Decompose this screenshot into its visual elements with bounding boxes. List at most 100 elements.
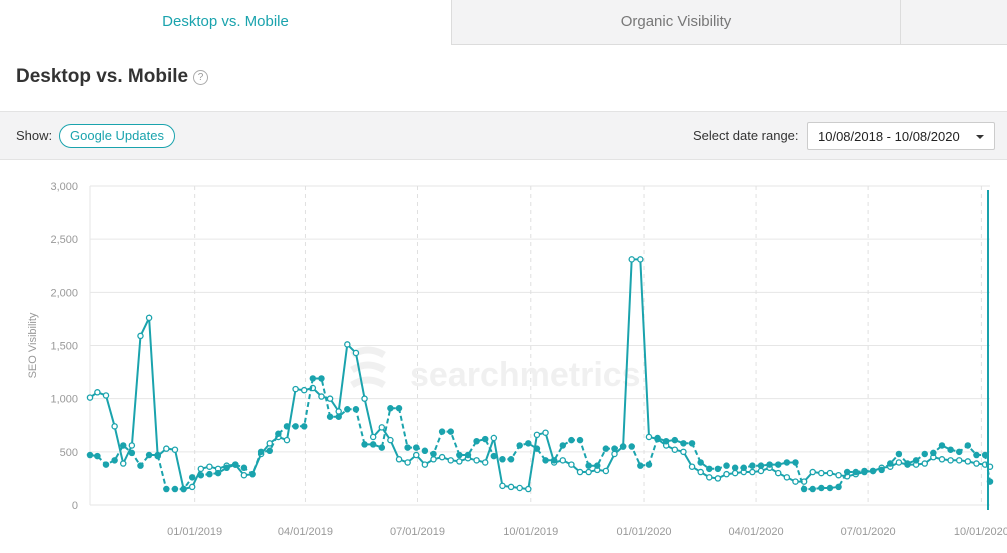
data-point-open	[473, 457, 480, 464]
data-point-filled	[180, 485, 187, 493]
data-point-open	[335, 408, 342, 415]
data-point-filled	[456, 451, 463, 459]
data-point-filled	[197, 471, 205, 479]
data-point-filled	[188, 474, 196, 481]
data-point-filled	[102, 461, 110, 468]
data-point-open	[361, 395, 368, 402]
data-point-filled	[749, 462, 756, 469]
data-point-filled	[413, 444, 420, 451]
data-point-filled	[206, 470, 213, 478]
data-point-open	[163, 445, 170, 452]
data-point-filled	[680, 440, 687, 447]
series-line-dashed	[89, 377, 991, 491]
data-point-filled	[826, 484, 834, 492]
tab-more[interactable]	[900, 0, 1007, 45]
date-range-select[interactable]: 10/08/2018 - 10/08/2020	[807, 122, 995, 150]
data-point-filled	[257, 448, 265, 456]
seo-visibility-chart: 0 500 1,000 1,500 2,000 2,500 3,000 01/01/2019 0…	[27, 181, 1007, 538]
data-point-open	[456, 458, 463, 465]
data-point-filled	[731, 464, 739, 472]
data-point-open	[714, 475, 722, 482]
data-point-open	[792, 478, 799, 485]
data-point-open	[809, 468, 816, 476]
x-tick-label: 04/01/2020	[729, 526, 784, 538]
data-point-open	[499, 482, 506, 490]
data-point-filled	[576, 436, 584, 444]
data-point-filled	[559, 442, 567, 449]
data-point-filled	[232, 461, 239, 468]
data-point-filled	[809, 485, 816, 493]
data-point-open	[86, 394, 94, 401]
data-point-filled	[481, 435, 489, 443]
data-point-filled	[800, 485, 808, 493]
google-updates-toggle[interactable]: Google Updates	[59, 124, 175, 148]
data-point-filled	[835, 483, 842, 491]
data-point-filled	[249, 470, 256, 478]
data-point-filled	[869, 467, 877, 475]
data-point-filled	[594, 462, 601, 469]
data-point-filled	[378, 444, 386, 451]
data-point-open	[387, 436, 394, 444]
data-point-filled	[266, 447, 274, 455]
tab-desktop-vs-mobile[interactable]: Desktop vs. Mobile	[0, 0, 451, 45]
data-point-filled	[438, 428, 446, 435]
y-tick-label: 2,500	[50, 234, 78, 246]
data-point-filled	[818, 484, 825, 492]
data-point-open	[680, 448, 687, 456]
data-point-filled	[344, 406, 351, 413]
data-point-open	[283, 436, 291, 444]
data-point-open	[921, 460, 928, 467]
data-point-filled	[964, 442, 972, 449]
data-point-filled	[171, 485, 179, 493]
data-point-open	[395, 456, 403, 463]
data-point-open	[128, 442, 136, 449]
data-point-open	[145, 314, 153, 322]
page-title: Desktop vs. Mobile	[16, 66, 189, 87]
data-point-open	[119, 460, 127, 467]
data-point-filled	[119, 442, 127, 449]
data-point-filled	[283, 423, 291, 430]
data-point-open	[171, 446, 179, 453]
data-point-open	[706, 474, 713, 481]
data-point-open	[318, 393, 325, 400]
data-point-filled	[275, 430, 282, 438]
data-point-filled	[335, 413, 342, 420]
data-point-filled	[654, 434, 661, 442]
x-tick-label: 07/01/2020	[841, 526, 896, 538]
data-point-filled	[318, 375, 325, 382]
data-point-open	[585, 468, 592, 476]
data-point-filled	[86, 451, 94, 459]
data-point-open	[369, 433, 377, 441]
data-point-filled	[628, 443, 635, 450]
data-point-filled	[300, 423, 308, 430]
tab-organic-visibility[interactable]: Organic Visibility	[451, 0, 900, 45]
show-label: Show:	[16, 128, 53, 143]
y-tick-label: 0	[72, 500, 78, 512]
data-point-filled	[895, 450, 903, 458]
y-axis-label: SEO Visibility	[27, 312, 39, 378]
data-point-filled	[861, 467, 868, 475]
y-tick-label: 2,000	[50, 287, 78, 299]
x-tick-label: 07/01/2019	[390, 526, 445, 538]
data-point-filled	[757, 462, 765, 469]
data-point-filled	[904, 460, 911, 467]
x-tick-label: 10/01/2020	[954, 526, 1007, 538]
data-point-filled	[792, 459, 799, 466]
date-range-label: Select date range:	[693, 128, 799, 143]
data-point-filled	[421, 447, 429, 455]
data-point-filled	[550, 457, 558, 464]
data-point-filled	[507, 456, 515, 463]
data-point-open	[559, 457, 567, 464]
data-point-open	[344, 341, 351, 348]
data-point-filled	[499, 456, 506, 463]
question-circle-icon[interactable]: ?	[193, 70, 208, 85]
date-range-value: 10/08/2018 - 10/08/2020	[818, 129, 960, 144]
data-point-open	[404, 459, 411, 466]
data-point-filled	[843, 468, 851, 476]
data-point-filled	[645, 461, 653, 468]
data-point-filled	[697, 459, 704, 466]
data-point-filled	[921, 450, 928, 458]
series-line-solid	[89, 258, 991, 491]
data-point-open	[533, 431, 541, 439]
caret-down-icon	[976, 135, 984, 139]
